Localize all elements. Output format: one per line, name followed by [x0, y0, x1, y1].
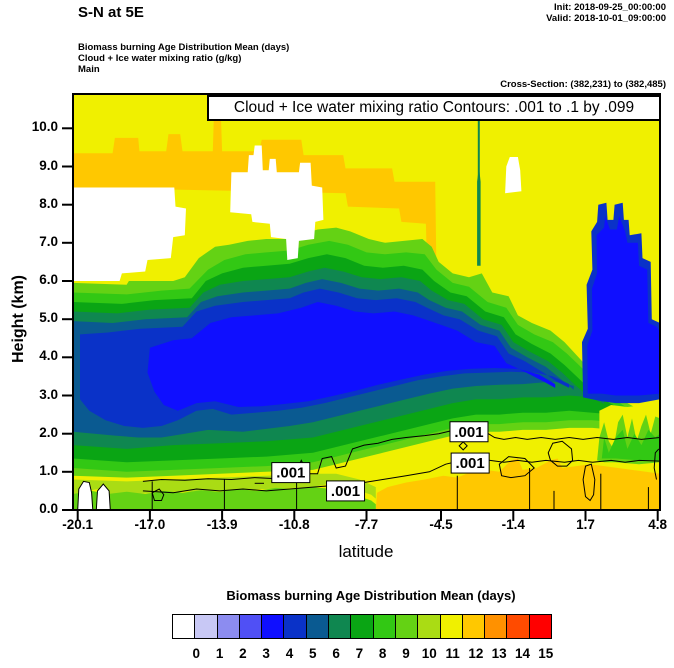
valid-time: Valid: 2018-10-01_09:00:00: [546, 13, 666, 24]
contour-diamond-marker: [458, 441, 468, 451]
cross-section-coords: Cross-Section: (382,231) to (382,485): [500, 79, 666, 90]
x-tick-label: -13.9: [206, 517, 238, 532]
legend-title: Biomass burning Age Distribution Mean (d…: [226, 588, 516, 603]
colorbar-cell: [216, 614, 240, 639]
x-tick-label: -17.0: [134, 517, 166, 532]
contour-label-box: [449, 421, 489, 443]
contour-label: .001: [454, 424, 483, 441]
cross-section-plot: .001 .001 .001 .001: [62, 93, 661, 521]
colorbar-cell: [283, 614, 307, 639]
colorbar-cell: [439, 614, 463, 639]
page-title: S-N at 5E: [78, 4, 144, 21]
x-tick-label: -7.7: [354, 517, 379, 532]
y-tick-label: 6.0: [39, 272, 58, 287]
contour-label-box: [450, 452, 490, 474]
contour-label-box: [271, 462, 311, 484]
colorbar-tick-label: 15: [538, 646, 554, 661]
field-2: Cloud + Ice water mixing ratio (g/kg): [78, 53, 242, 64]
filled-contour-region: [230, 145, 324, 260]
colorbar-cell: [172, 614, 196, 639]
y-tick-label: 7.0: [39, 233, 58, 249]
colorbar-cell: [394, 614, 419, 639]
field-1: Biomass burning Age Distribution Mean (d…: [78, 42, 290, 53]
colorbar-tick-label: 3: [262, 646, 270, 661]
contour-label: .001: [331, 483, 360, 500]
x-tick-label: -4.5: [429, 517, 453, 532]
colorbar-cell: [484, 614, 508, 639]
x-tick-label: 4.8: [648, 517, 668, 532]
colorbar-cell: [506, 614, 530, 639]
y-tick-label: 10.0: [31, 119, 58, 135]
field-3: Main: [78, 64, 100, 75]
colorbar-tick-label: 5: [309, 646, 317, 661]
colorbar-tick-label: 12: [468, 646, 484, 661]
y-tick-label: 1.0: [39, 462, 58, 478]
filled-contour-region: [601, 429, 660, 461]
colorbar-tick-label: 2: [239, 646, 247, 661]
filled-contour-region: [73, 187, 186, 281]
y-tick-label: 2.0: [39, 424, 58, 440]
colorbar-tick-label: 8: [378, 646, 387, 661]
colorbar-tick-label: 6: [332, 646, 340, 661]
init-time: Init: 2018-09-25_00:00:00: [554, 2, 666, 13]
y-tick-label: 3.0: [39, 386, 58, 402]
filled-contour-region: [147, 302, 556, 411]
colorbar-tick-label: 10: [421, 646, 437, 661]
colorbar-cell: [305, 614, 330, 639]
x-tick-label: -1.4: [501, 517, 525, 532]
colorbar-tick-label: 11: [445, 646, 460, 661]
colorbar-cell: [372, 614, 396, 639]
filled-contour-region: [73, 115, 437, 270]
colorbar-tick-label: 0: [192, 646, 201, 661]
filled-contour-region: [505, 157, 522, 194]
colorbar-cell: [238, 614, 263, 639]
filled-contour-region: [477, 166, 481, 266]
colorbar-tick-label: 14: [514, 646, 531, 661]
y-tick-label: 0.0: [39, 501, 58, 516]
colorbar-tick-label: 7: [355, 646, 364, 661]
colorbar-tick-label: 13: [491, 646, 507, 661]
contour-label: .001: [276, 465, 305, 482]
mixing-ratio-contour-line: [653, 448, 660, 480]
filled-contour-region: [95, 483, 111, 510]
x-tick-label: -20.1: [62, 517, 94, 532]
colorbar-tick-label: 4: [285, 646, 294, 661]
mixing-ratio-contour-line: [498, 456, 535, 479]
contour-info-banner: Cloud + Ice water mixing ratio Contours:…: [207, 95, 661, 121]
colorbar-cell: [350, 614, 374, 639]
y-tick-label: 5.0: [39, 310, 58, 326]
x-axis-label: latitude: [338, 542, 394, 561]
colorbar-cell: [328, 614, 352, 639]
mixing-ratio-contour-line: [547, 440, 574, 467]
filled-contour-region: [77, 480, 94, 510]
legend-colorbar: [172, 614, 553, 639]
filled-contour-region: [587, 216, 660, 396]
y-tick-label: 8.0: [39, 195, 58, 211]
x-tick-label: 1.7: [576, 517, 595, 532]
contour-label-box: [326, 480, 366, 502]
field-descriptions: Biomass burning Age Distribution Mean (d…: [78, 42, 289, 75]
run-times: Init: 2018-09-25_00:00:00 Valid: 2018-10…: [546, 2, 666, 24]
colorbar-tick-label: 1: [215, 646, 224, 661]
contour-label: .001: [456, 455, 485, 472]
filled-contour-region: [375, 458, 660, 510]
colorbar-cell: [261, 614, 285, 639]
colorbar-tick-label: 9: [402, 646, 410, 661]
mixing-ratio-contour-line: [582, 463, 596, 502]
colorbar-cell: [461, 614, 486, 639]
y-tick-label: 9.0: [39, 157, 58, 173]
y-tick-label: 4.0: [39, 348, 58, 364]
colorbar-cell: [417, 614, 441, 639]
x-tick-label: -10.8: [278, 517, 310, 532]
colorbar-cell: [528, 614, 553, 639]
colorbar-cell: [194, 614, 218, 639]
